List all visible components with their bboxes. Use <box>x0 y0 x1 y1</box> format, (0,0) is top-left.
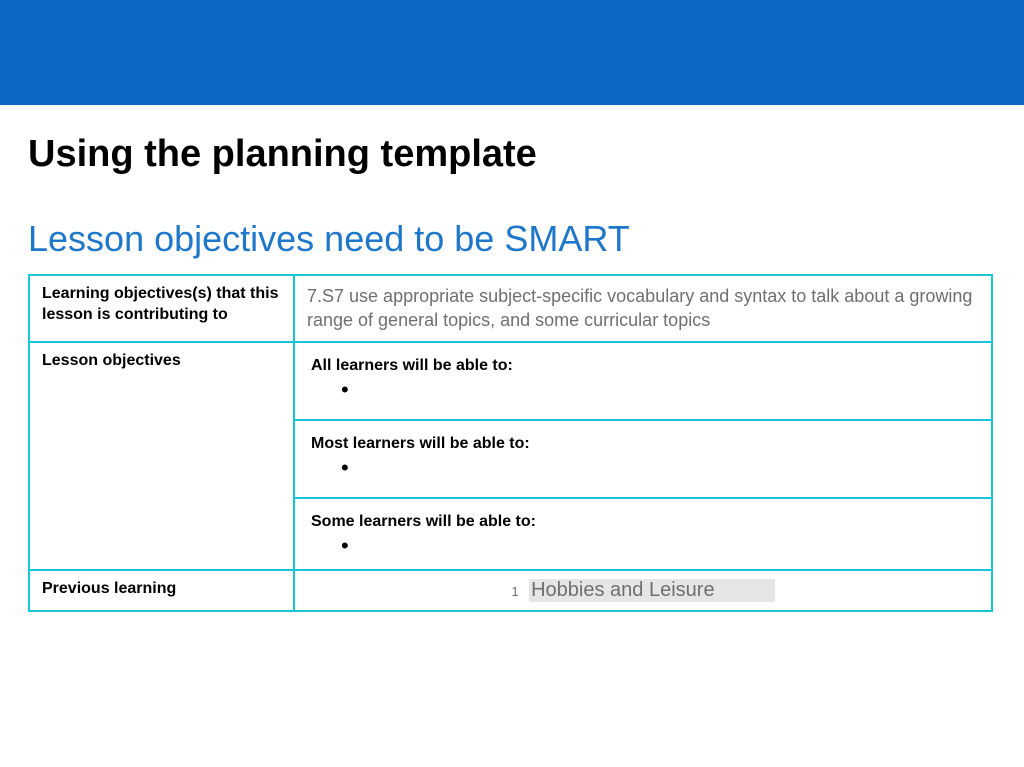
previous-learning-text: Hobbies and Leisure <box>529 579 774 602</box>
all-learners-heading: All learners will be able to: <box>311 357 975 375</box>
most-learners-cell: Most learners will be able to: <box>294 420 992 498</box>
slide-content: Using the planning template Lesson objec… <box>0 105 1024 612</box>
all-learners-cell: All learners will be able to: <box>294 342 992 420</box>
bullet-icon <box>311 535 975 557</box>
page-title: Using the planning template <box>28 133 996 176</box>
table-row: Lesson objectives All learners will be a… <box>29 342 992 420</box>
most-learners-heading: Most learners will be able to: <box>311 435 975 453</box>
header-band <box>0 0 1024 105</box>
planning-table: Learning objectives(s) that this lesson … <box>28 274 993 612</box>
some-learners-cell: Some learners will be able to: <box>294 498 992 570</box>
previous-learning-value: 1 Hobbies and Leisure <box>294 570 992 611</box>
bullet-icon <box>311 379 975 401</box>
lesson-objectives-label: Lesson objectives <box>29 342 294 570</box>
some-learners-heading: Some learners will be able to: <box>311 513 975 531</box>
previous-learning-number: 1 <box>511 584 518 599</box>
learning-objectives-value: 7.S7 use appropriate subject-specific vo… <box>294 275 992 342</box>
page-subtitle: Lesson objectives need to be SMART <box>28 218 996 260</box>
bullet-icon <box>311 457 975 479</box>
learning-objectives-label: Learning objectives(s) that this lesson … <box>29 275 294 342</box>
table-row: Previous learning 1 Hobbies and Leisure <box>29 570 992 611</box>
table-row: Learning objectives(s) that this lesson … <box>29 275 992 342</box>
previous-learning-label: Previous learning <box>29 570 294 611</box>
learning-objectives-text: 7.S7 use appropriate subject-specific vo… <box>307 284 979 333</box>
